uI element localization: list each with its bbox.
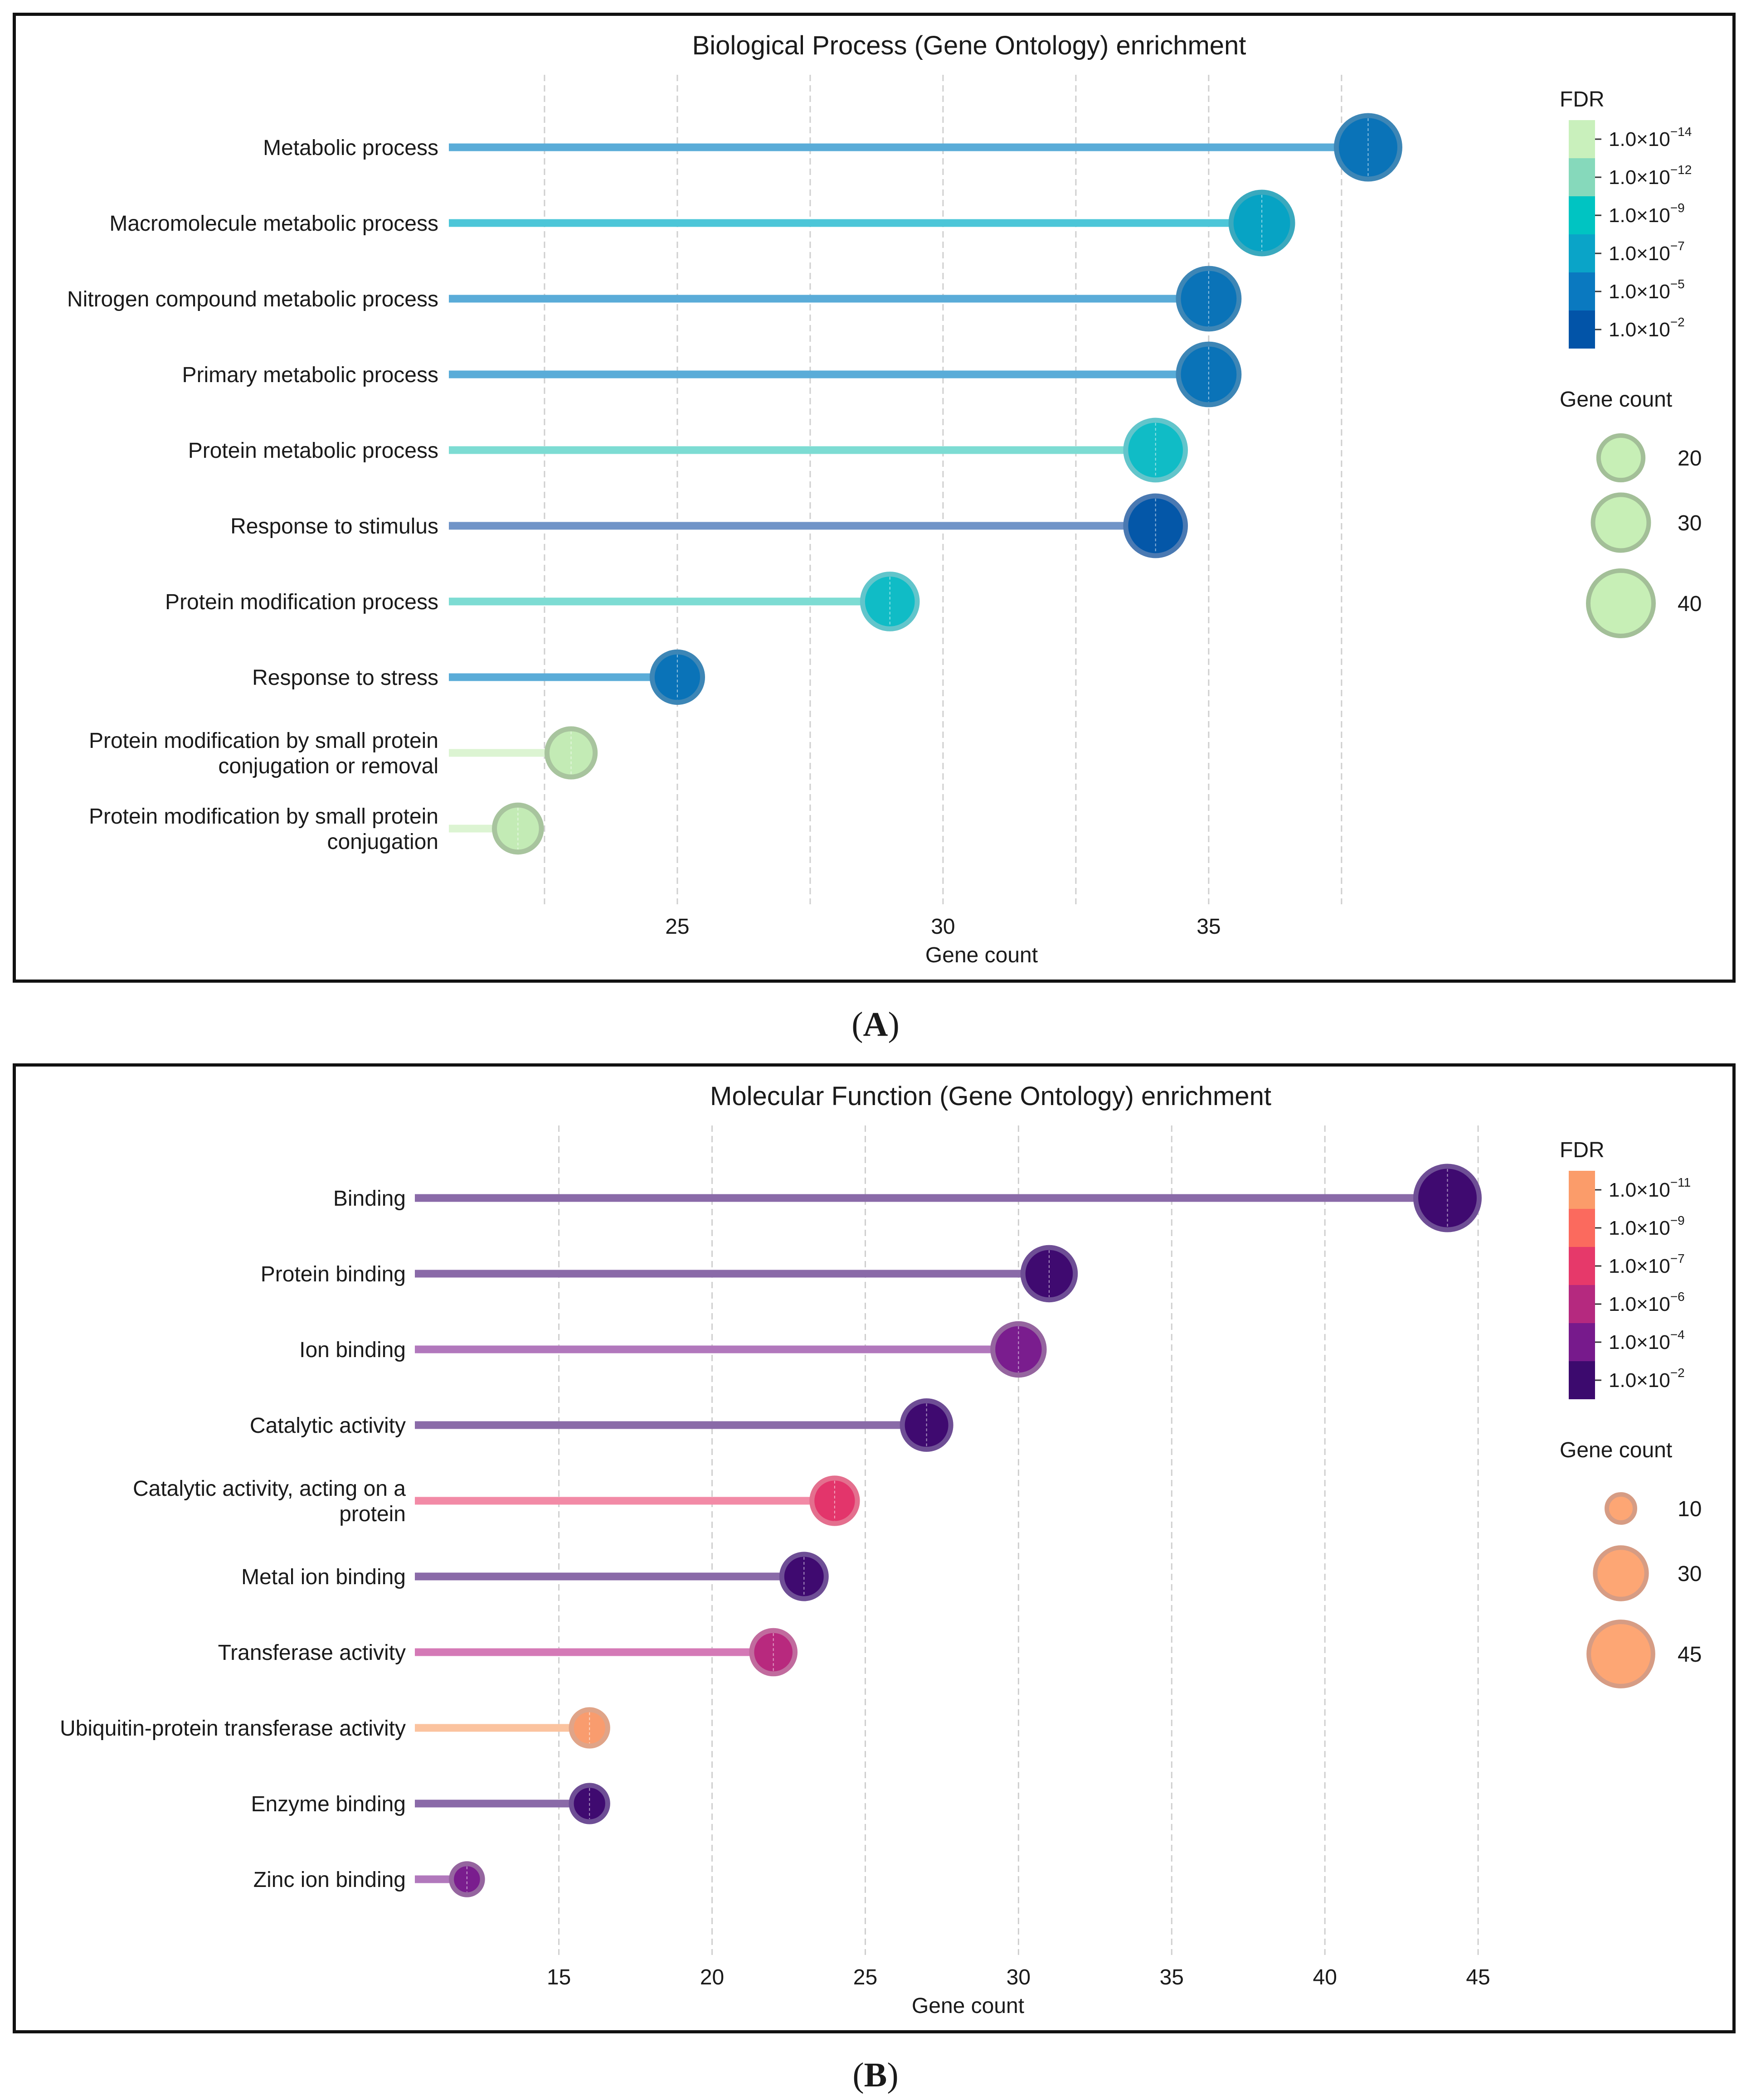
size-legend-circle [1605, 1492, 1637, 1525]
fdr-color-swatch [1569, 1209, 1595, 1247]
fdr-tick-label: 1.0×10−11 [1609, 1175, 1691, 1201]
category-label: Response to stimulus [230, 514, 438, 538]
size-legend-title: Gene count [1560, 1438, 1672, 1462]
fdr-tick-label: 1.0×10−2 [1609, 1366, 1685, 1392]
category-label: Ion binding [299, 1338, 406, 1362]
lollipop-point [449, 1861, 485, 1897]
size-legend-circle [1590, 492, 1651, 553]
size-legend-label: 45 [1678, 1643, 1702, 1667]
x-tick-label: 35 [1197, 915, 1221, 939]
category-label: Macromolecule metabolic process [109, 212, 438, 236]
chart-b-title: Molecular Function (Gene Ontology) enric… [710, 1082, 1271, 1111]
x-tick-label: 25 [853, 1965, 877, 1989]
category-label: conjugation [327, 830, 438, 854]
lollipop-point [990, 1321, 1047, 1378]
lollipop-point [1333, 113, 1402, 182]
fdr-color-swatch [1569, 234, 1595, 272]
x-tick-label: 30 [931, 915, 955, 939]
fdr-tick-label: 1.0×10−4 [1609, 1328, 1685, 1353]
chart-b-canvas: Molecular Function (Gene Ontology) enric… [60, 1082, 1702, 2018]
category-label: Response to stress [252, 666, 438, 690]
fdr-tick-label: 1.0×10−2 [1609, 315, 1685, 341]
fdr-color-swatch [1569, 1323, 1595, 1361]
fdr-tick-label: 1.0×10−7 [1609, 239, 1685, 265]
category-label: Ubiquitin-protein transferase activity [60, 1717, 406, 1741]
fdr-color-swatch [1569, 310, 1595, 349]
category-label: Binding [333, 1187, 406, 1211]
size-legend-circle [1593, 1545, 1649, 1601]
category-label: Protein modification by small protein [89, 805, 438, 829]
fdr-tick-label: 1.0×10−6 [1609, 1290, 1685, 1315]
fdr-tick-label: 1.0×10−14 [1609, 125, 1692, 150]
fdr-tick-label: 1.0×10−9 [1609, 1213, 1685, 1239]
lollipop-point [779, 1552, 829, 1601]
chart-panel-b: Molecular Function (Gene Ontology) enric… [13, 1063, 1736, 2033]
fdr-tick-label: 1.0×10−7 [1609, 1251, 1685, 1277]
fdr-color-swatch [1569, 120, 1595, 158]
chart-a-title: Biological Process (Gene Ontology) enric… [692, 31, 1246, 60]
category-label: Protein metabolic process [188, 439, 438, 463]
category-label: Primary metabolic process [182, 363, 439, 387]
category-label: Zinc ion binding [253, 1868, 406, 1892]
fdr-color-swatch [1569, 1285, 1595, 1323]
x-tick-label: 30 [1007, 1965, 1031, 1989]
size-legend-label: 30 [1678, 1562, 1702, 1586]
chart-panel-a: Biological Process (Gene Ontology) enric… [13, 13, 1736, 983]
fdr-color-swatch [1569, 158, 1595, 196]
category-label: protein [339, 1502, 406, 1526]
size-legend-label: 30 [1678, 511, 1702, 535]
lollipop-point [1228, 189, 1295, 257]
category-label: Transferase activity [218, 1641, 406, 1665]
x-tick-label: 35 [1160, 1965, 1184, 1989]
category-label: Protein binding [261, 1262, 406, 1286]
lollipop-point [860, 572, 920, 631]
fdr-legend-title: FDR [1560, 87, 1605, 112]
fdr-legend-title: FDR [1560, 1138, 1605, 1162]
size-legend-circle [1596, 433, 1646, 483]
category-label: Protein modification process [165, 590, 438, 614]
size-legend-title: Gene count [1560, 388, 1672, 412]
category-label: Nitrogen compound metabolic process [67, 287, 438, 311]
size-legend-label: 10 [1678, 1497, 1702, 1521]
x-tick-label: 45 [1466, 1965, 1490, 1989]
x-tick-label: 40 [1313, 1965, 1337, 1989]
x-tick-label: 20 [700, 1965, 724, 1989]
category-label: Enzyme binding [251, 1792, 406, 1816]
fdr-color-swatch [1569, 196, 1595, 234]
x-axis-label: Gene count [912, 1994, 1024, 2018]
category-label: Catalytic activity [250, 1414, 406, 1438]
x-axis-label: Gene count [925, 943, 1038, 967]
x-tick-label: 25 [665, 915, 689, 939]
x-tick-label: 15 [547, 1965, 571, 1989]
lollipop-point [1020, 1245, 1078, 1303]
size-legend-circle [1586, 1620, 1655, 1688]
panel-caption-a: (A) [851, 1005, 900, 1043]
fdr-color-swatch [1569, 1171, 1595, 1209]
category-label: conjugation or removal [218, 754, 438, 778]
category-label: Metal ion binding [241, 1565, 406, 1589]
panel-caption-b: (B) [852, 2056, 899, 2094]
size-legend-circle [1586, 568, 1656, 639]
fdr-color-swatch [1569, 1361, 1595, 1399]
fdr-tick-label: 1.0×10−9 [1609, 201, 1685, 227]
size-legend-label: 20 [1678, 446, 1702, 470]
category-label: Catalytic activity, acting on a [133, 1477, 406, 1501]
category-label: Metabolic process [263, 136, 438, 160]
fdr-color-swatch [1569, 272, 1595, 310]
chart-a-canvas: Biological Process (Gene Ontology) enric… [67, 31, 1702, 967]
category-label: Protein modification by small protein [89, 729, 438, 753]
size-legend-label: 40 [1678, 592, 1702, 616]
lollipop-point [1413, 1164, 1482, 1232]
fdr-color-swatch [1569, 1247, 1595, 1285]
fdr-tick-label: 1.0×10−12 [1609, 163, 1692, 189]
fdr-tick-label: 1.0×10−5 [1609, 277, 1685, 303]
lollipop-point [749, 1628, 798, 1677]
